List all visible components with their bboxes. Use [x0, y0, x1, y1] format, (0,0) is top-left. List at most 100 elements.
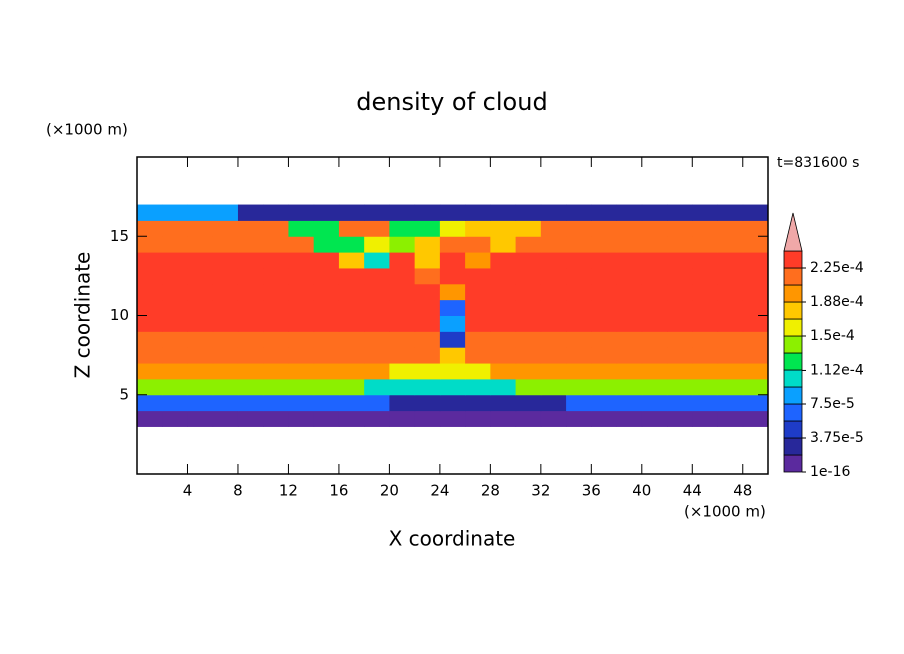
contour-cell — [364, 331, 390, 348]
contour-cell — [137, 283, 163, 301]
contour-cell — [288, 252, 315, 269]
contour-cell — [263, 378, 289, 396]
contour-cell — [288, 378, 315, 396]
colorbar-box — [783, 403, 803, 422]
contour-cell — [414, 204, 441, 221]
contour-cell — [692, 331, 719, 348]
contour-cell — [414, 331, 441, 348]
contour-cell — [591, 299, 618, 316]
contour-cell — [414, 315, 441, 332]
contour-cell — [667, 315, 693, 332]
contour-cell — [338, 252, 365, 269]
colorbar-tick-label: 1.5e-4 — [810, 328, 855, 344]
colorbar-box — [783, 301, 803, 320]
contour-cell — [263, 299, 289, 316]
contour-cell — [414, 299, 441, 316]
contour-cell — [364, 394, 390, 412]
contour-cell — [237, 363, 264, 380]
contour-cell — [439, 347, 466, 364]
contour-cell — [237, 252, 264, 269]
contour-cell — [187, 220, 214, 237]
contour-cell — [692, 283, 719, 301]
contour-cell — [515, 204, 542, 221]
contour-cell — [692, 347, 719, 364]
contour-cell — [591, 267, 618, 285]
contour-cell — [364, 378, 390, 396]
contour-cell — [742, 394, 769, 412]
contour-cell — [641, 410, 668, 427]
contour-cell — [313, 378, 340, 396]
contour-cell — [439, 410, 466, 427]
contour-cell — [566, 252, 592, 269]
contour-cell — [313, 347, 340, 364]
contour-cell — [212, 378, 239, 396]
contour-cell — [641, 378, 668, 396]
contour-cell — [263, 204, 289, 221]
contour-cell — [338, 220, 365, 237]
contour-cell — [237, 299, 264, 316]
contour-cell — [439, 315, 466, 332]
contour-cell — [389, 378, 416, 396]
contour-cell — [742, 299, 769, 316]
contour-cell — [490, 315, 517, 332]
contour-cell — [667, 236, 693, 253]
contour-cell — [338, 394, 365, 412]
contour-cell — [742, 347, 769, 364]
contour-cell — [263, 363, 289, 380]
contour-cell — [692, 252, 719, 269]
contour-cell — [566, 204, 592, 221]
contour-cell — [263, 315, 289, 332]
contour-cell — [288, 331, 315, 348]
contour-cell — [162, 220, 188, 237]
contour-cell — [591, 331, 618, 348]
contour-cell — [212, 363, 239, 380]
contour-cell — [667, 410, 693, 427]
colorbar-box — [783, 352, 803, 371]
contour-cell — [641, 331, 668, 348]
contour-cell — [490, 283, 517, 301]
contour-cell — [566, 410, 592, 427]
contour-cell — [389, 363, 416, 380]
contour-cell — [717, 363, 744, 380]
contour-cell — [540, 299, 567, 316]
chart-title: density of cloud — [356, 88, 547, 116]
contour-cell — [237, 204, 264, 221]
contour-cell — [616, 347, 643, 364]
contour-cell — [187, 299, 214, 316]
contour-cell — [212, 236, 239, 253]
contour-cell — [490, 363, 517, 380]
contour-cell — [490, 378, 517, 396]
contour-cell — [313, 252, 340, 269]
contour-cell — [439, 267, 466, 285]
contour-cell — [364, 410, 390, 427]
contour-cell — [692, 410, 719, 427]
contour-cell — [439, 378, 466, 396]
contour-cell — [591, 283, 618, 301]
contour-cell — [313, 363, 340, 380]
contour-cell — [667, 347, 693, 364]
y-unit: (×1000 m) — [46, 121, 128, 139]
contour-cell — [566, 394, 592, 412]
contour-cell — [742, 220, 769, 237]
contour-cell — [616, 283, 643, 301]
contour-cell — [263, 267, 289, 285]
contour-cell — [338, 267, 365, 285]
contour-cell — [414, 252, 441, 269]
contour-cell — [667, 267, 693, 285]
contour-cell — [137, 267, 163, 285]
colorbar-tick-label: 1.12e-4 — [810, 362, 864, 378]
contour-cell — [742, 410, 769, 427]
contour-cell — [616, 410, 643, 427]
contour-cell — [641, 283, 668, 301]
contour-cell — [162, 283, 188, 301]
contour-cell — [641, 252, 668, 269]
contour-cell — [591, 252, 618, 269]
contour-cell — [389, 394, 416, 412]
colorbar-extend — [783, 212, 803, 252]
colorbar-box — [783, 267, 803, 286]
contour-cell — [439, 394, 466, 412]
contour-cell — [540, 347, 567, 364]
contour-cell — [515, 394, 542, 412]
contour-cell — [641, 204, 668, 221]
